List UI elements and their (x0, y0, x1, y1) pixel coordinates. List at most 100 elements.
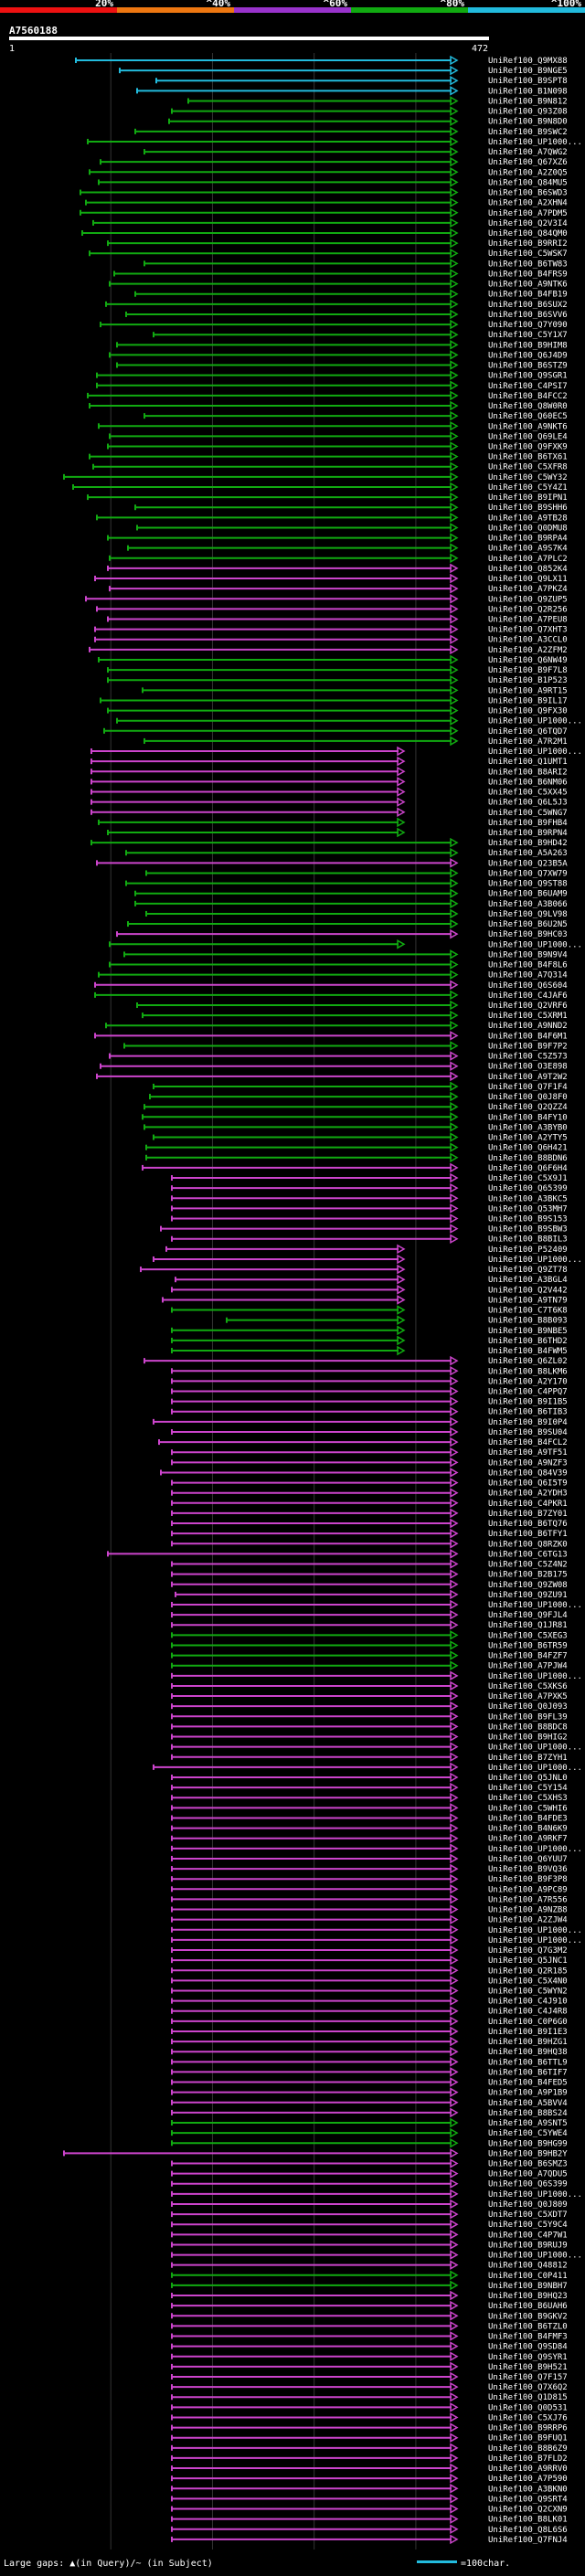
hit-label[interactable]: UniRef100_B8BDC8 (488, 1723, 568, 1732)
hit-row[interactable]: UniRef100_C5XRM1 (142, 1010, 568, 1021)
hit-row[interactable]: UniRef100_B9N9V4 (123, 949, 568, 959)
hit-row[interactable]: UniRef100_B9HIM8 (116, 340, 568, 350)
hit-row[interactable]: UniRef100_A2Y170 (171, 1376, 568, 1386)
hit-row[interactable]: UniRef100_B4FRS9 (113, 269, 568, 279)
hit-row[interactable]: UniRef100_Q2QZZ4 (144, 1101, 568, 1112)
hit-row[interactable]: UniRef100_B8LK01 (171, 2514, 568, 2525)
hit-row[interactable]: UniRef100_B1N098 (136, 86, 568, 96)
hit-row[interactable]: UniRef100_Q0J093 (171, 1701, 568, 1712)
hit-row[interactable]: UniRef100_A2YDH3 (171, 1488, 568, 1499)
hit-row[interactable]: UniRef100_C5X9J1 (171, 1172, 568, 1183)
hit-label[interactable]: UniRef100_B6TR59 (488, 1641, 568, 1650)
hit-label[interactable]: UniRef100_B1P523 (488, 676, 568, 685)
hit-label[interactable]: UniRef100_P52409 (488, 1246, 568, 1255)
hit-label[interactable]: UniRef100_B9HZG1 (488, 2038, 568, 2047)
hit-row[interactable]: UniRef100_Q7Y090 (100, 319, 568, 330)
hit-row[interactable]: UniRef100_B8ARI2 (90, 766, 568, 777)
hit-row[interactable]: UniRef100_C5Y154 (171, 1782, 568, 1793)
hit-label[interactable]: UniRef100_B4FY10 (488, 1113, 568, 1122)
hit-row[interactable]: UniRef100_Q7XW79 (145, 868, 568, 878)
hit-label[interactable]: UniRef100_Q9MX88 (488, 57, 568, 66)
hit-label[interactable]: UniRef100_B9I1B5 (488, 1398, 568, 1407)
hit-label[interactable]: UniRef100_Q6YUU7 (488, 1855, 568, 1864)
hit-row[interactable]: UniRef100_B9HIG2 (171, 1732, 568, 1743)
hit-row[interactable]: UniRef100_B6SVV6 (125, 309, 568, 320)
hit-row[interactable]: UniRef100_B4F6M1 (94, 1031, 568, 1041)
hit-row[interactable]: UniRef100_A5A263 (125, 847, 568, 858)
hit-row[interactable]: UniRef100_A2Z0Q5 (89, 167, 568, 177)
hit-label[interactable]: UniRef100_Q0J8F0 (488, 1093, 568, 1102)
hit-row[interactable]: UniRef100_B9N812 (187, 96, 568, 106)
hit-label[interactable]: UniRef100_C5WSK7 (488, 249, 568, 259)
hit-label[interactable]: UniRef100_Q8L6S6 (488, 2526, 568, 2535)
hit-row[interactable]: UniRef100_A5BVV4 (171, 2097, 568, 2108)
hit-row[interactable]: UniRef100_Q9FX30 (107, 705, 568, 716)
hit-label[interactable]: UniRef100_A2XHN4 (488, 199, 568, 208)
hit-row[interactable]: UniRef100_O3E898 (100, 1061, 568, 1072)
hit-row[interactable]: UniRef100_C5WNG7 (90, 807, 568, 818)
hit-label[interactable]: UniRef100_B4FWM5 (488, 1347, 568, 1356)
hit-row[interactable]: UniRef100_Q0DMU8 (136, 523, 568, 533)
hit-label[interactable]: UniRef100_A7PDM5 (488, 209, 568, 218)
hit-label[interactable]: UniRef100_A3BYB0 (488, 1123, 568, 1132)
hit-row[interactable]: UniRef100_A9T2W2 (96, 1071, 568, 1082)
hit-label[interactable]: UniRef100_Q6I5T9 (488, 1479, 568, 1489)
hit-label[interactable]: UniRef100_A9TB28 (488, 514, 568, 523)
hit-row[interactable]: UniRef100_Q6YUU7 (171, 1853, 568, 1864)
hit-label[interactable]: UniRef100_Q9SRT4 (488, 2495, 568, 2504)
hit-label[interactable]: UniRef100_UP1000... (488, 1672, 582, 1681)
hit-row[interactable]: UniRef100_Q69LE4 (109, 431, 568, 441)
hit-row[interactable]: UniRef100_C7T6K8 (171, 1305, 568, 1316)
hit-label[interactable]: UniRef100_A2ZJW4 (488, 1916, 568, 1925)
hit-row[interactable]: UniRef100_UP1000... (171, 2189, 582, 2200)
hit-row[interactable]: UniRef100_Q852K4 (107, 563, 568, 574)
hit-row[interactable]: UniRef100_UP1000... (171, 1924, 582, 1935)
hit-row[interactable]: UniRef100_A7QWG2 (144, 146, 568, 157)
hit-label[interactable]: UniRef100_B4F8L6 (488, 961, 568, 970)
hit-row[interactable]: UniRef100_B6THD2 (171, 1335, 568, 1346)
hit-label[interactable]: UniRef100_B9HQ23 (488, 2292, 568, 2301)
hit-row[interactable]: UniRef100_C5XDT7 (171, 2209, 568, 2220)
hit-label[interactable]: UniRef100_Q2R256 (488, 605, 568, 614)
hit-row[interactable]: UniRef100_B6TX61 (89, 451, 568, 462)
hit-label[interactable]: UniRef100_C5Y1X7 (488, 331, 568, 340)
hit-label[interactable]: UniRef100_Q2CXN9 (488, 2506, 568, 2515)
hit-label[interactable]: UniRef100_Q9LX11 (488, 575, 568, 584)
hit-row[interactable]: UniRef100_B2B175 (171, 1569, 568, 1580)
hit-row[interactable]: UniRef100_B9HQ38 (171, 2046, 568, 2057)
hit-label[interactable]: UniRef100_B4FB19 (488, 291, 568, 300)
hit-row[interactable]: UniRef100_Q6S604 (94, 980, 568, 991)
hit-label[interactable]: UniRef100_C5WY32 (488, 473, 568, 482)
hit-label[interactable]: UniRef100_A5A263 (488, 849, 568, 858)
hit-label[interactable]: UniRef100_UP1000... (488, 2252, 582, 2261)
hit-row[interactable]: UniRef100_Q2R256 (96, 604, 568, 614)
hit-label[interactable]: UniRef100_Q84V39 (488, 1468, 568, 1478)
hit-row[interactable]: UniRef100_Q84QM0 (81, 228, 568, 239)
hit-label[interactable]: UniRef100_B9HIM8 (488, 341, 568, 350)
hit-row[interactable]: UniRef100_C4P7W1 (171, 2230, 568, 2240)
hit-row[interactable]: UniRef100_Q48812 (171, 2260, 568, 2271)
hit-row[interactable]: UniRef100_B9SU04 (171, 1426, 568, 1437)
hit-label[interactable]: UniRef100_C5XJ76 (488, 2413, 568, 2422)
hit-row[interactable]: UniRef100_C4JAF6 (94, 990, 568, 1001)
hit-row[interactable]: UniRef100_B9S153 (171, 1214, 568, 1224)
hit-row[interactable]: UniRef100_B9N8D0 (168, 116, 568, 127)
hit-row[interactable]: UniRef100_Q6NW49 (98, 654, 568, 665)
hit-label[interactable]: UniRef100_B4N6K9 (488, 1825, 568, 1834)
hit-row[interactable]: UniRef100_B9F7L8 (107, 664, 568, 675)
hit-label[interactable]: UniRef100_A7P590 (488, 2475, 568, 2484)
hit-label[interactable]: UniRef100_C7T6K8 (488, 1307, 568, 1316)
hit-row[interactable]: UniRef100_Q9LX11 (94, 573, 568, 584)
hit-row[interactable]: UniRef100_A7PJW4 (171, 1660, 568, 1671)
hit-row[interactable]: UniRef100_Q53MH7 (171, 1203, 568, 1214)
hit-row[interactable]: UniRef100_B6TQ76 (171, 1518, 568, 1529)
hit-row[interactable]: UniRef100_UP1000... (171, 2250, 582, 2261)
hit-row[interactable]: UniRef100_Q0J8F0 (149, 1091, 568, 1102)
hit-label[interactable]: UniRef100_B4FMF3 (488, 2333, 568, 2342)
hit-label[interactable]: UniRef100_Q6J4D9 (488, 351, 568, 360)
hit-row[interactable]: UniRef100_UP1000... (153, 1762, 582, 1773)
hit-row[interactable]: UniRef100_Q7G3M2 (171, 1945, 568, 1956)
hit-row[interactable]: UniRef100_UP1000... (87, 136, 582, 147)
hit-label[interactable]: UniRef100_Q1D815 (488, 2393, 568, 2402)
hit-row[interactable]: UniRef100_B8B6Z9 (171, 2443, 568, 2454)
